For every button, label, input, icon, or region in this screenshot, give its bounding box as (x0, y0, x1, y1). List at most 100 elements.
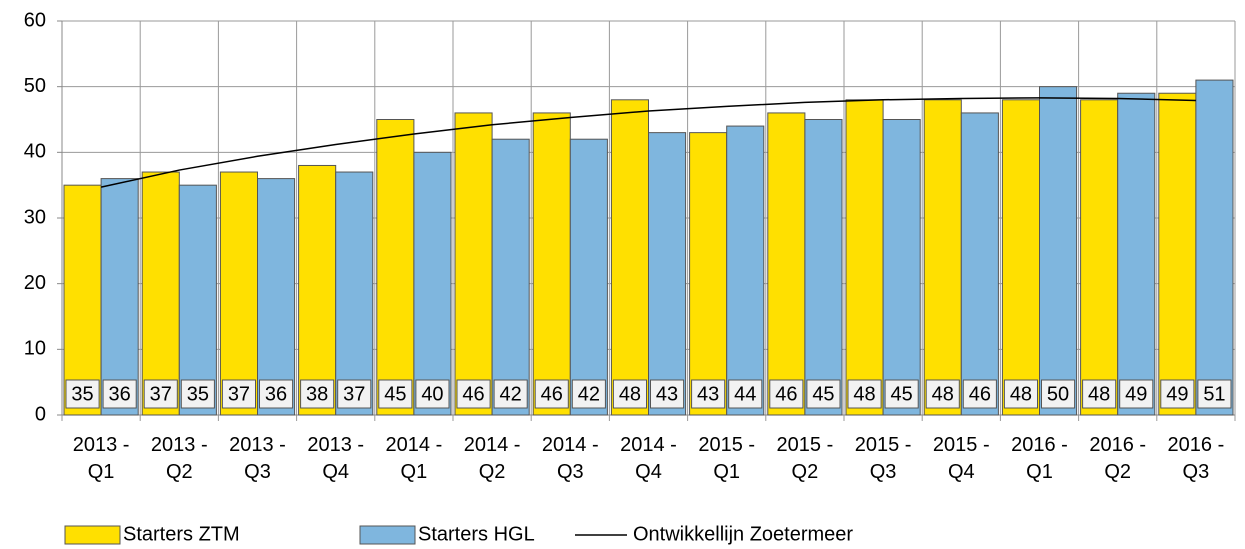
bar (376, 119, 415, 416)
bar (298, 164, 337, 416)
trend-line (100, 97, 1196, 188)
data-label-box (612, 379, 648, 409)
x-tick-label: 2016 - Q3 (1167, 434, 1225, 483)
bar (141, 171, 180, 416)
x-tick-label: 2015 - Q2 (776, 434, 834, 483)
bar (1158, 92, 1197, 416)
data-label-box (1003, 379, 1039, 409)
y-tick-label: 50 (24, 75, 46, 97)
bar (100, 178, 139, 416)
data-label-box (221, 379, 256, 409)
x-tick-label: 2014 - Q3 (541, 434, 599, 483)
data-label-box (300, 379, 335, 409)
data-label: 37 (343, 383, 365, 405)
x-tick-label: 2013 - Q2 (150, 434, 208, 483)
bar (1001, 99, 1041, 416)
data-label: 35 (187, 383, 209, 405)
data-label: 48 (1088, 383, 1110, 405)
y-tick-label: 10 (24, 338, 46, 360)
data-label: 37 (150, 383, 172, 405)
y-tick-label: 60 (24, 9, 46, 31)
legend-label: Ontwikkellijn Zoetermeer (633, 523, 853, 545)
x-tick-label: 2016 - Q2 (1089, 434, 1147, 483)
x-tick-label: 2016 - Q1 (1011, 434, 1068, 483)
data-label-box (337, 379, 372, 409)
bar (454, 112, 493, 416)
data-label: 45 (812, 383, 834, 405)
data-label-box (456, 379, 491, 409)
data-label-box (962, 379, 997, 409)
bar (257, 178, 296, 416)
data-label-box (493, 379, 528, 409)
data-label-box (1041, 379, 1076, 409)
bar (960, 112, 999, 416)
legend-swatch (64, 525, 121, 545)
legend-label: Starters HGL (418, 523, 535, 545)
data-label-box (1197, 379, 1232, 409)
x-tick-label: 2015 - Q4 (932, 434, 990, 483)
x-tick-label: 2014 - Q2 (463, 434, 521, 483)
y-tick-label: 0 (35, 403, 46, 425)
data-label: 42 (500, 383, 522, 405)
data-label: 48 (853, 383, 875, 405)
data-label-box (102, 379, 137, 409)
data-label-box (534, 379, 569, 409)
data-label: 46 (969, 383, 991, 405)
data-label-box (1082, 379, 1117, 409)
x-tick-label: 2013 - Q3 (229, 434, 286, 483)
bar (882, 119, 921, 416)
data-label: 48 (619, 383, 641, 405)
data-label: 46 (541, 383, 563, 405)
data-label-box (259, 379, 294, 409)
data-label-box (1160, 379, 1195, 409)
bar (648, 132, 687, 416)
bar (569, 138, 608, 416)
x-tick-label: 2014 - Q1 (385, 434, 443, 483)
bar (689, 132, 728, 416)
data-label: 37 (228, 383, 250, 405)
bar (1039, 86, 1078, 416)
bar (1195, 79, 1234, 416)
x-tick-label: 2015 - Q1 (698, 434, 756, 483)
data-label-box (925, 379, 960, 409)
data-label-box (180, 379, 215, 409)
data-label-box (571, 379, 606, 409)
data-label: 38 (306, 383, 328, 405)
data-label-box (691, 379, 726, 409)
data-label: 45 (891, 383, 913, 405)
data-label: 35 (71, 383, 93, 405)
data-label: 43 (697, 383, 719, 405)
bar (726, 125, 765, 416)
data-label: 36 (109, 383, 131, 405)
data-label: 51 (1203, 383, 1225, 405)
data-label-box (650, 379, 685, 409)
bar (804, 119, 843, 416)
y-tick-label: 20 (24, 272, 46, 294)
data-label-box (143, 379, 178, 409)
bar (491, 138, 530, 416)
data-label: 49 (1166, 383, 1188, 405)
data-label: 42 (578, 383, 600, 405)
x-tick-label: 2013 - Q4 (307, 434, 365, 483)
bar (923, 99, 962, 416)
bar (1117, 92, 1156, 416)
data-label-box (847, 379, 882, 409)
data-label: 44 (734, 383, 756, 405)
data-label-box (415, 379, 450, 409)
y-tick-label: 40 (24, 141, 46, 163)
bar (335, 171, 374, 416)
data-label-box (728, 379, 763, 409)
data-label: 49 (1125, 383, 1147, 405)
x-tick-label: 2013 - Q1 (72, 434, 130, 483)
x-tick-label: 2014 - Q4 (620, 434, 677, 483)
bar (1080, 99, 1119, 416)
data-label: 48 (1010, 383, 1032, 405)
bar (413, 151, 452, 416)
bar (532, 112, 571, 416)
bar (610, 99, 650, 416)
data-label: 50 (1047, 383, 1069, 405)
data-label: 46 (462, 383, 484, 405)
data-label: 43 (656, 383, 678, 405)
data-label: 45 (384, 383, 406, 405)
